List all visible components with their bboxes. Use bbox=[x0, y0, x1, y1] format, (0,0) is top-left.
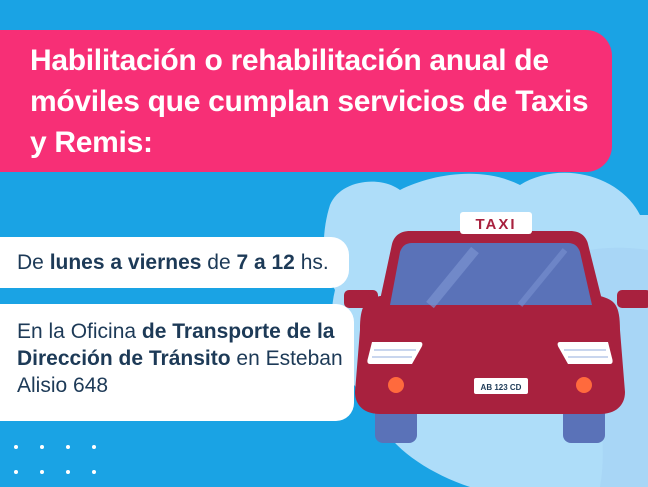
schedule-days: lunes a viernes bbox=[49, 251, 202, 274]
schedule-suffix: hs. bbox=[294, 251, 329, 274]
license-plate bbox=[474, 378, 528, 394]
schedule-prefix: De bbox=[17, 251, 50, 274]
dot bbox=[40, 445, 44, 449]
location-text: En la Oficina de Transporte de la Direcc… bbox=[17, 318, 353, 399]
right-headlight bbox=[557, 342, 613, 364]
right-fog-light bbox=[576, 377, 592, 393]
dot bbox=[66, 470, 70, 474]
schedule-middle: de bbox=[201, 251, 237, 274]
left-fog-light bbox=[388, 377, 404, 393]
location-office: de Transporte de la Dirección de Tránsit… bbox=[17, 320, 335, 370]
dot bbox=[14, 470, 18, 474]
location-prefix: En la Oficina bbox=[17, 320, 142, 343]
right-wheel bbox=[563, 405, 605, 443]
taxi-illustration: TAXI AB 123 CD bbox=[344, 212, 648, 443]
right-mirror bbox=[617, 290, 648, 308]
taxi-sign bbox=[460, 212, 532, 234]
title-banner bbox=[0, 30, 612, 172]
dot bbox=[92, 470, 96, 474]
schedule-text: De lunes a viernes de 7 a 12 hs. bbox=[17, 249, 329, 276]
page-title: Habilitación o rehabilitación anual de m… bbox=[30, 44, 589, 159]
taxi-sign-text: TAXI bbox=[475, 216, 516, 233]
left-headlight bbox=[367, 342, 423, 364]
dot bbox=[66, 445, 70, 449]
dot bbox=[40, 470, 44, 474]
location-card: En la Oficina de Transporte de la Direcc… bbox=[0, 304, 354, 421]
schedule-hours: 7 a 12 bbox=[236, 251, 295, 274]
license-plate-text: AB 123 CD bbox=[481, 383, 522, 392]
location-suffix: en Esteban Alisio 648 bbox=[17, 347, 343, 397]
dot bbox=[92, 445, 96, 449]
car-body bbox=[355, 296, 625, 414]
left-wheel bbox=[375, 405, 417, 443]
schedule-card: De lunes a viernes de 7 a 12 hs. bbox=[0, 237, 349, 288]
dot bbox=[14, 445, 18, 449]
